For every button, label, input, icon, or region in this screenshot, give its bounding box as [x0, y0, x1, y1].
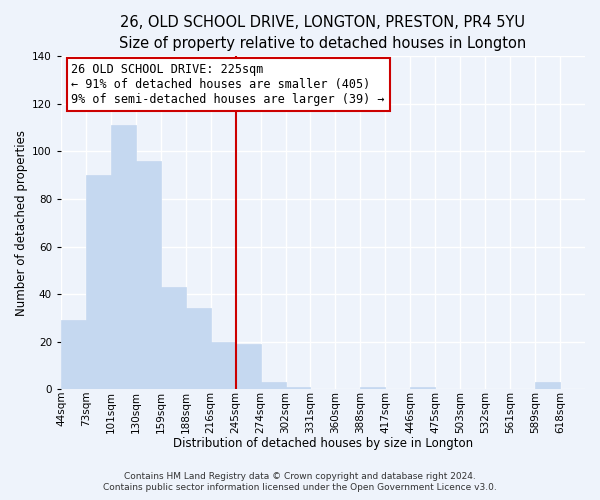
Bar: [111, 126, 136, 390]
Bar: [361, 387, 385, 390]
X-axis label: Distribution of detached houses by size in Longton: Distribution of detached houses by size …: [173, 437, 473, 450]
Bar: [61, 320, 86, 390]
Bar: [286, 387, 310, 390]
Bar: [136, 161, 161, 390]
Bar: [186, 308, 211, 390]
Bar: [410, 387, 435, 390]
Bar: [211, 342, 236, 390]
Bar: [161, 287, 186, 390]
Title: 26, OLD SCHOOL DRIVE, LONGTON, PRESTON, PR4 5YU
Size of property relative to det: 26, OLD SCHOOL DRIVE, LONGTON, PRESTON, …: [119, 15, 527, 51]
Bar: [260, 382, 286, 390]
Text: 26 OLD SCHOOL DRIVE: 225sqm
← 91% of detached houses are smaller (405)
9% of sem: 26 OLD SCHOOL DRIVE: 225sqm ← 91% of det…: [71, 63, 385, 106]
Bar: [236, 344, 260, 390]
Y-axis label: Number of detached properties: Number of detached properties: [15, 130, 28, 316]
Bar: [535, 382, 560, 390]
Bar: [86, 176, 111, 390]
Text: Contains HM Land Registry data © Crown copyright and database right 2024.
Contai: Contains HM Land Registry data © Crown c…: [103, 472, 497, 492]
